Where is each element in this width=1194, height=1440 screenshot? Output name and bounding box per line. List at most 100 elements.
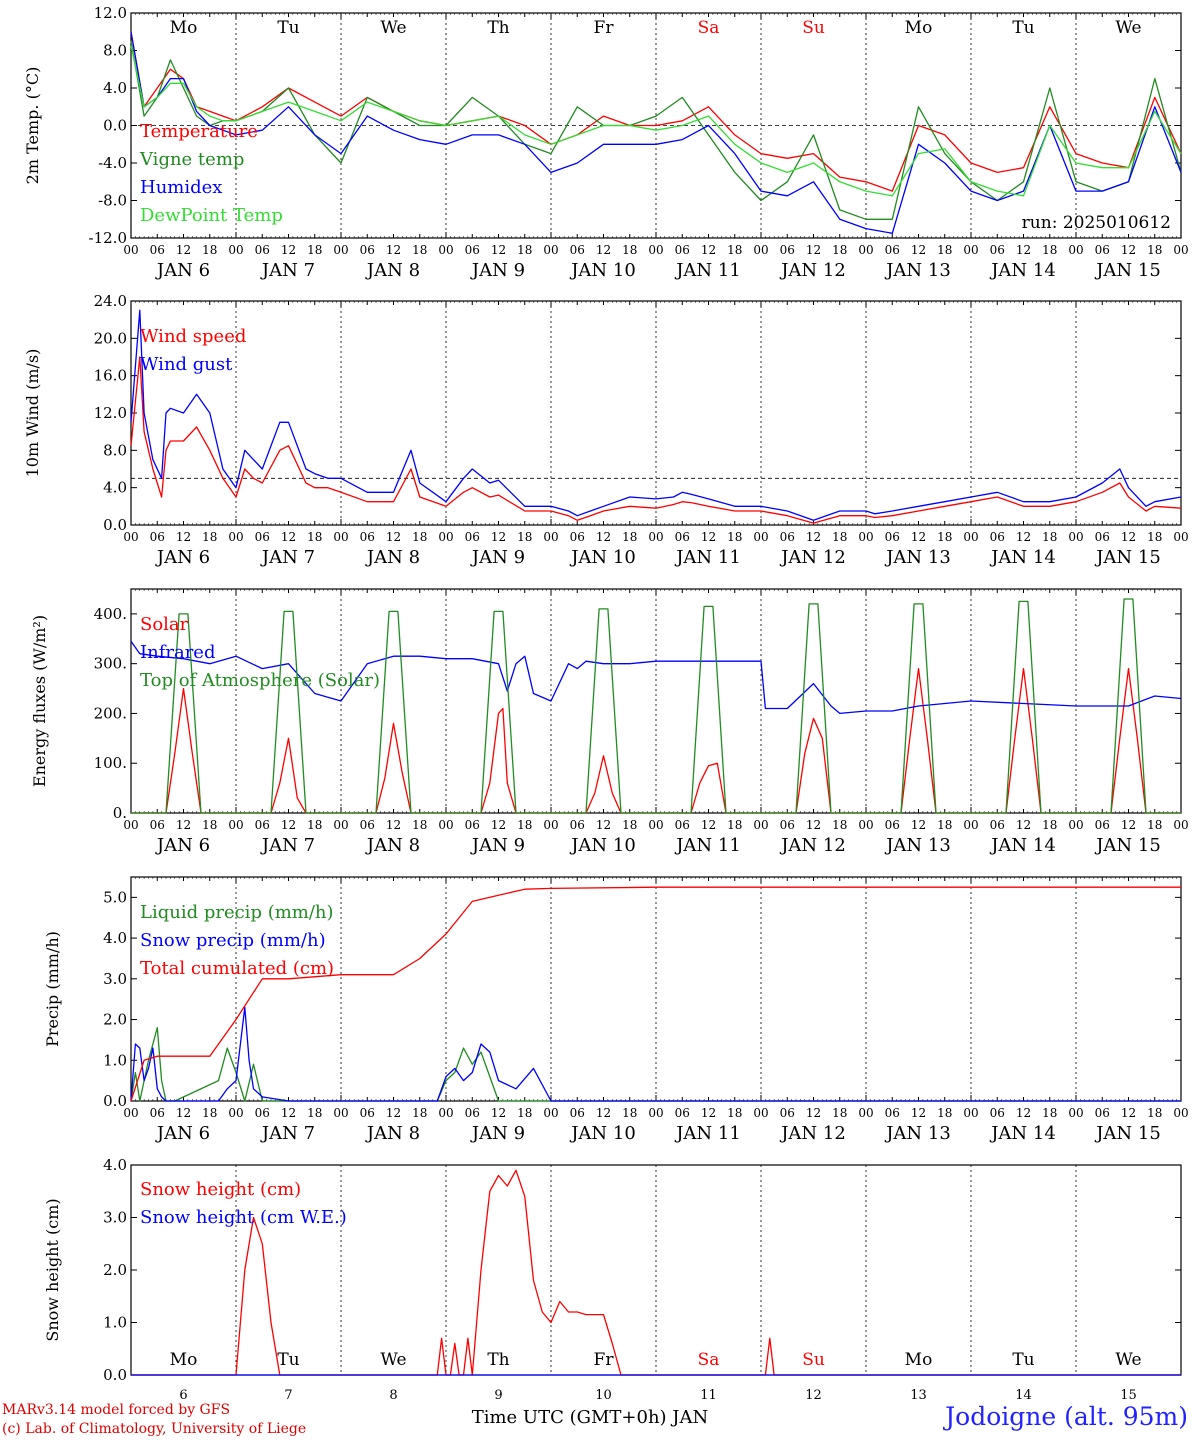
hour-label: 06 [1095,530,1110,544]
series-line [131,1169,1181,1376]
hour-label: 00 [543,530,558,544]
date-label: JAN 7 [260,835,315,856]
hour-label: 00 [123,1106,138,1120]
date-label: JAN 6 [155,1123,210,1144]
hour-label: 12 [281,818,296,832]
series-line [131,598,1181,814]
y-axis-label: 2m Temp. (°C) [23,67,42,185]
hour-label: 18 [517,243,532,257]
hour-label: 18 [937,1106,952,1120]
hour-label: 18 [1147,530,1162,544]
date-label: JAN 12 [779,547,846,568]
hour-label: 18 [727,530,742,544]
hour-label: 00 [1173,1106,1188,1120]
weekday-label: Su [802,1350,825,1370]
legend-entry: Snow height (cm) [140,1179,301,1200]
date-label: JAN 9 [470,547,525,568]
hour-label: 06 [780,818,795,832]
hour-label: 18 [202,530,217,544]
hour-label: 00 [963,530,978,544]
series-line [130,31,1182,234]
hour-label: 06 [990,530,1005,544]
hour-label: 00 [1068,1106,1083,1120]
weekday-label: Mo [905,1350,933,1370]
panel-4: 0.0 1.0 2.0 3.0 4.0 5.0 Precip (mm/h) Liquid pr… [43,876,1189,1144]
hour-label: 06 [360,243,375,257]
y-tick-label: 1.0 [103,1314,127,1332]
hour-label: 12 [701,243,716,257]
hour-label: 18 [832,530,847,544]
weekday-label: Mo [170,1350,198,1370]
hour-label: 18 [937,243,952,257]
date-label: JAN 15 [1094,835,1161,856]
y-tick-label: 16.0 [94,367,127,385]
hour-label: 00 [438,1106,453,1120]
hour-label: 12 [911,530,926,544]
weekday-label: Mo [905,18,933,38]
hour-label: 12 [176,530,191,544]
date-label: JAN 6 [155,547,210,568]
hour-label: 06 [570,530,585,544]
date-label: JAN 11 [674,835,741,856]
legend-entry: Snow precip (mm/h) [140,930,326,951]
date-label: JAN 9 [470,1123,525,1144]
hour-label: 18 [1042,818,1057,832]
hour-label: 00 [333,818,348,832]
weekday-label: Su [802,18,825,38]
hour-label: 12 [596,818,611,832]
date-label: JAN 7 [260,1123,315,1144]
panel-2: 0.0 4.0 8.0 12.0 16.0 20.0 24.0 10m Wind (m/s) W… [23,292,1189,568]
hour-label: 18 [307,243,322,257]
hour-label: 12 [701,1106,716,1120]
hour-label: 06 [570,818,585,832]
y-tick-label: 0.0 [103,516,127,534]
hour-label: 00 [858,818,873,832]
hour-label: 18 [412,530,427,544]
hour-label: 12 [1016,243,1031,257]
hour-label: 18 [622,818,637,832]
hour-label: 12 [1016,530,1031,544]
hour-label: 12 [1121,1106,1136,1120]
date-label: JAN 11 [674,547,741,568]
date-label: JAN 12 [779,835,846,856]
hour-label: 00 [228,243,243,257]
hour-label: 18 [727,243,742,257]
hour-label: 12 [1016,818,1031,832]
hour-label: 00 [228,1106,243,1120]
hour-label: 06 [360,818,375,832]
hour-label: 18 [832,243,847,257]
hour-label: 12 [386,243,401,257]
date-label: JAN 11 [674,1123,741,1144]
hour-label: 00 [858,1106,873,1120]
hour-label: 00 [1173,530,1188,544]
day-number-label: 15 [1120,1388,1137,1403]
hour-label: 12 [176,243,191,257]
hour-label: 12 [491,1106,506,1120]
hour-label: 18 [1147,818,1162,832]
hour-label: 00 [753,1106,768,1120]
hour-label: 06 [885,243,900,257]
hour-label: 06 [780,243,795,257]
hour-label: 12 [806,1106,821,1120]
weekday-label: Th [487,1350,509,1370]
y-axis-label: 10m Wind (m/s) [23,349,42,478]
y-axis-label: Precip (mm/h) [43,931,62,1047]
hour-label: 00 [858,243,873,257]
y-tick-label: 3.0 [103,970,127,988]
weekday-label: We [1115,1350,1141,1370]
legend-entry: Snow height (cm W.E.) [140,1207,347,1228]
hour-label: 18 [1042,530,1057,544]
date-label: JAN 12 [779,1123,846,1144]
hour-label: 00 [228,818,243,832]
y-tick-label: -12.0 [89,229,127,247]
legend-entry: Liquid precip (mm/h) [140,902,334,923]
station-label: Jodoigne (alt. 95m) [945,1402,1188,1431]
legend-entry: Temperature [140,121,258,142]
hour-label: 12 [1121,243,1136,257]
hour-label: 12 [596,243,611,257]
hour-label: 12 [386,818,401,832]
hour-label: 06 [990,1106,1005,1120]
hour-label: 18 [727,1106,742,1120]
weekday-label: We [1115,18,1141,38]
hour-label: 12 [701,818,716,832]
